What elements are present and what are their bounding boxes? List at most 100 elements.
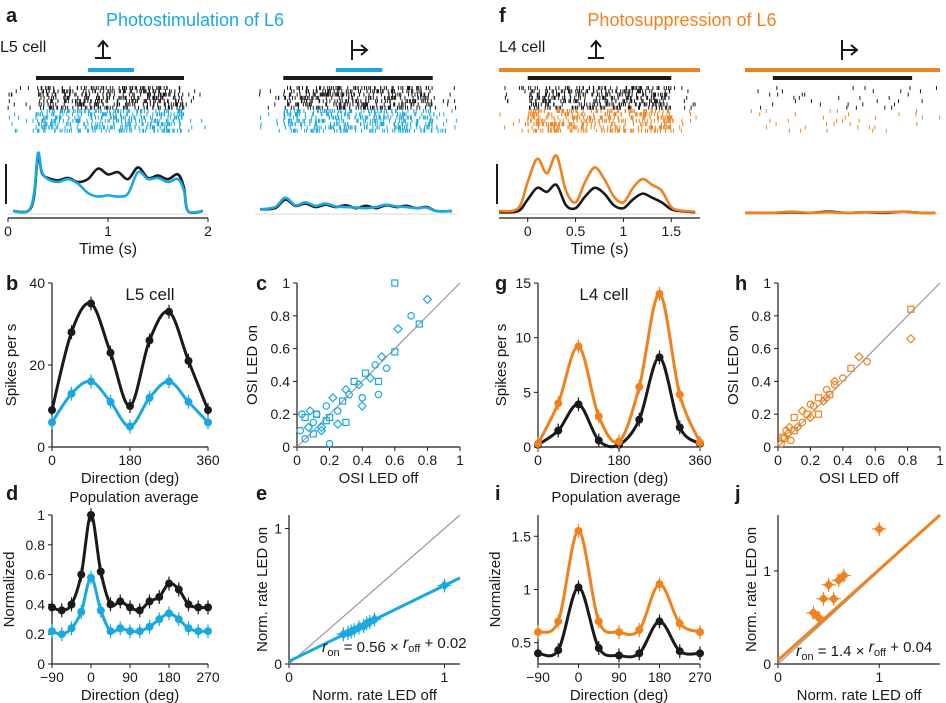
data-point: [48, 418, 56, 427]
data-point: [316, 425, 327, 436]
x-axis-label: Norm. rate LED off: [797, 687, 923, 703]
data-point: [194, 627, 203, 636]
panel-f: 0 0.5 1 1.5 Time (s) f Photosuppression of L6 L…: [496, 5, 777, 258]
data-point: [415, 320, 423, 328]
data-point: [382, 364, 391, 373]
data-point: [325, 439, 334, 448]
data-point: [635, 415, 644, 424]
x-tick-label: 0: [293, 452, 301, 468]
psth-line: [498, 183, 696, 214]
data-point: [782, 429, 793, 439]
data-point: [204, 627, 212, 636]
data-point: [792, 422, 803, 433]
y-axis-label: Spikes per s: [3, 324, 20, 407]
x-tick-label: 0.4: [352, 452, 372, 468]
data-point: [48, 603, 56, 612]
data-point: [696, 628, 704, 637]
x-tick-label: 180: [648, 669, 672, 685]
data-point: [635, 625, 644, 634]
data-point: [96, 606, 105, 615]
data-point: [696, 649, 704, 658]
y-tick-label: 0.4: [271, 373, 291, 389]
x-tick-label: 360: [688, 452, 712, 468]
y-tick-label: 0.2: [271, 406, 291, 422]
data-point: [805, 412, 816, 423]
y-tick-label: 1: [274, 521, 282, 537]
data-point: [312, 410, 321, 419]
data-point: [675, 647, 684, 656]
data-point: [814, 410, 823, 418]
data-point: [316, 422, 327, 433]
x-tick-label: 0.5: [566, 223, 586, 239]
x-axis-label: Direction (deg): [570, 687, 668, 703]
arrow-up-icon: [588, 39, 604, 59]
data-point: [77, 607, 86, 616]
y-tick-label: 1: [763, 563, 771, 579]
data-point: [135, 606, 144, 615]
panel-label: h: [735, 273, 747, 295]
data-point: [345, 390, 353, 399]
fit-equation-part: = 1.4 ×: [814, 643, 869, 660]
fit-equation-part: on: [327, 647, 339, 659]
data-point: [797, 406, 808, 416]
fit-equation-part: off: [874, 647, 887, 659]
y-tick-label: 1: [37, 507, 45, 523]
y-tick-label: 0: [763, 439, 771, 455]
series-line: [51, 513, 209, 613]
data-point: [369, 614, 380, 625]
psth-line: [498, 154, 696, 213]
data-point: [635, 382, 644, 391]
x-tick-label: 0: [48, 452, 56, 468]
panel-label: i: [495, 483, 501, 505]
fit-equation-part: = 0.56 ×: [340, 639, 403, 656]
data-point: [615, 628, 623, 637]
y-tick-label: 0.8: [271, 308, 291, 324]
data-point: [655, 289, 664, 298]
y-tick-label: 0: [763, 656, 771, 672]
y-tick-label: 0.6: [752, 341, 772, 357]
data-point: [357, 401, 368, 411]
data-point: [554, 617, 563, 626]
x-tick-label: 0: [524, 223, 532, 239]
data-point: [829, 376, 840, 387]
series-line: [537, 529, 701, 637]
panel-label: d: [6, 483, 18, 505]
data-point: [296, 426, 305, 435]
panel-label: j: [734, 483, 741, 505]
panel-title: L5 cell: [125, 285, 174, 304]
series-line: [536, 292, 702, 445]
data-point: [87, 573, 95, 582]
data-point: [391, 279, 399, 287]
y-axis-label: Norm. rate LED on: [254, 527, 271, 652]
x-tick-label: 0: [4, 223, 12, 239]
data-point: [655, 617, 664, 626]
x-tick-label: 1: [441, 669, 449, 685]
panel-title: Population average: [69, 489, 198, 506]
fit-equation: ron = 1.4 × roff + 0.04: [796, 639, 932, 663]
x-tick-label: 0.6: [385, 452, 405, 468]
data-point: [328, 392, 338, 403]
data-point: [374, 390, 383, 399]
data-point: [165, 307, 173, 316]
psth-line: [259, 196, 452, 213]
fit-equation-part: r: [322, 639, 328, 656]
data-point: [106, 348, 115, 357]
data-point: [655, 580, 664, 589]
fit-equation: ron = 0.56 × roff + 0.02: [322, 635, 467, 659]
y-tick-label: 1: [282, 275, 290, 291]
data-point: [184, 356, 193, 365]
x-tick-label: 0: [534, 452, 542, 468]
y-axis-label: Norm. rate LED on: [743, 527, 760, 652]
x-axis-label: Direction (deg): [570, 470, 668, 487]
data-point: [305, 406, 315, 416]
data-point: [376, 351, 387, 362]
panel-title: Population average: [551, 489, 680, 506]
x-axis-label: Norm. rate LED off: [312, 687, 438, 703]
data-point: [67, 328, 76, 337]
data-point: [165, 377, 173, 386]
data-point: [615, 651, 623, 660]
data-point: [574, 342, 583, 351]
data-point: [155, 592, 164, 601]
data-point: [67, 389, 76, 398]
